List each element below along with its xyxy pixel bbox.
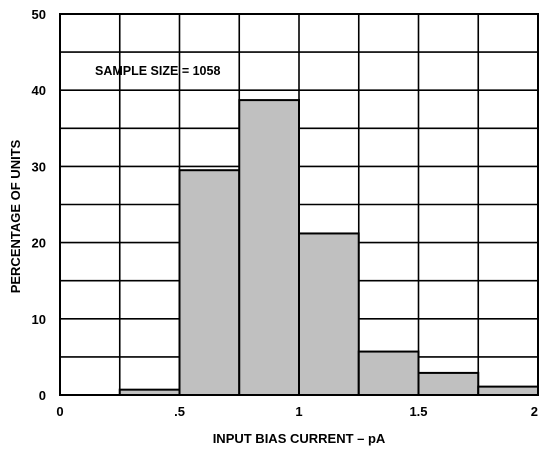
y-tick-label: 10 bbox=[32, 312, 46, 327]
y-axis-label: PERCENTAGE OF UNITS bbox=[8, 139, 23, 293]
x-tick-label: 0 bbox=[56, 404, 63, 419]
x-tick-label: .5 bbox=[174, 404, 185, 419]
y-tick-label: 0 bbox=[39, 388, 46, 403]
plot-frame bbox=[59, 13, 539, 396]
histogram-bar bbox=[417, 371, 480, 397]
histogram-bar bbox=[178, 169, 241, 396]
histogram-bars bbox=[118, 99, 539, 397]
x-tick-label: 2 bbox=[531, 404, 538, 419]
y-tick-label: 30 bbox=[32, 159, 46, 174]
x-tick-labels: 0 .5 1 1.5 2 bbox=[56, 404, 538, 419]
histogram-bar bbox=[357, 350, 420, 397]
histogram-bar bbox=[238, 99, 300, 397]
y-tick-label: 20 bbox=[32, 236, 46, 251]
x-tick-label: 1.5 bbox=[409, 404, 427, 419]
sample-size-annotation: SAMPLE SIZE = 1058 bbox=[95, 64, 220, 78]
histogram-bar bbox=[477, 385, 539, 397]
y-tick-labels: 0 10 20 30 40 50 bbox=[32, 7, 46, 403]
x-tick-label: 1 bbox=[295, 404, 302, 419]
x-axis-label: INPUT BIAS CURRENT – pA bbox=[213, 431, 386, 446]
histogram-bar bbox=[298, 232, 360, 396]
y-tick-label: 40 bbox=[32, 83, 46, 98]
y-tick-label: 50 bbox=[32, 7, 46, 22]
